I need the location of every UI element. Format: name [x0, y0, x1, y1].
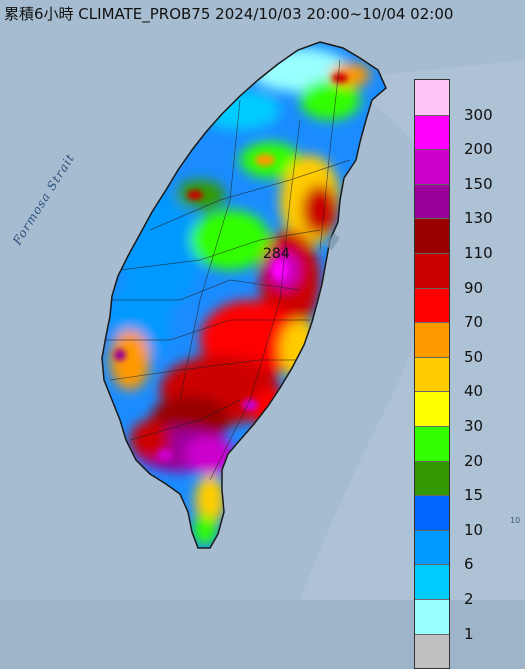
- legend-swatch: [415, 183, 449, 219]
- offshore-shade: [325, 233, 340, 250]
- color-legend: [414, 79, 450, 669]
- legend-swatch: [415, 322, 449, 357]
- legend-swatch: [415, 218, 449, 253]
- legend-label: 150: [464, 174, 493, 193]
- legend-swatch: [415, 529, 449, 565]
- legend-swatch: [415, 149, 449, 184]
- legend-swatch: [415, 425, 449, 461]
- legend-label: 6: [464, 555, 474, 574]
- legend-swatch: [415, 80, 449, 115]
- legend-swatch: [415, 114, 449, 150]
- legend-label: 2: [464, 590, 474, 608]
- legend-swatch: [415, 633, 449, 669]
- legend-label: 40: [464, 382, 484, 401]
- legend-label: 130: [464, 209, 493, 228]
- legend-label: 20: [464, 451, 484, 470]
- ocean-shading: [300, 60, 525, 600]
- legend-label: 110: [464, 244, 493, 262]
- legend-label: 10: [464, 520, 484, 539]
- legend-swatch: [415, 495, 449, 530]
- legend-label: 200: [464, 140, 493, 159]
- legend-swatch: [415, 391, 449, 426]
- legend-swatch: [415, 564, 449, 599]
- legend-swatch: [415, 252, 449, 288]
- legend-label: 1: [464, 624, 474, 643]
- legend-label: 90: [464, 278, 484, 297]
- legend-label: 30: [464, 417, 484, 435]
- map-title: 累積6小時 CLIMATE_PROB75 2024/10/03 20:00~10…: [4, 5, 454, 23]
- legend-label: 70: [464, 313, 484, 332]
- legend-swatch: [415, 460, 449, 496]
- peak-value-label: 284: [263, 246, 290, 262]
- legend-swatch: [415, 598, 449, 634]
- legend-label: 300: [464, 105, 493, 124]
- legend-label: 15: [464, 486, 484, 505]
- legend-label: 50: [464, 347, 484, 366]
- legend-swatch: [415, 287, 449, 323]
- rainfall-layer: [106, 48, 370, 545]
- legend-swatch: [415, 356, 449, 392]
- corner-mark: 10: [510, 516, 521, 525]
